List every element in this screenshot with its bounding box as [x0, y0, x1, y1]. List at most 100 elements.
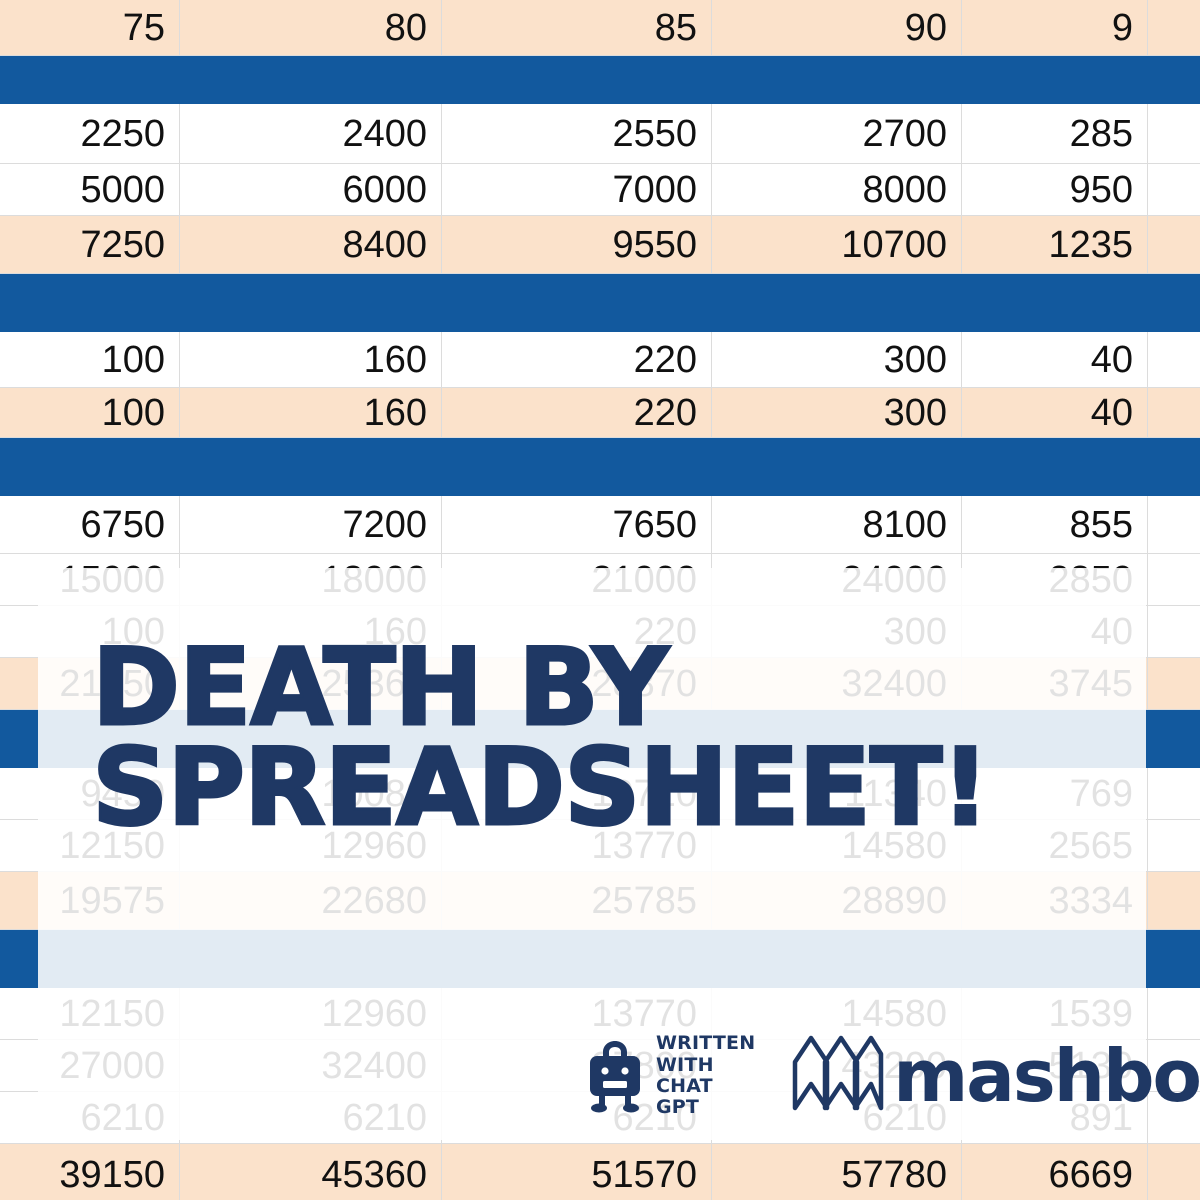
table-cell[interactable]: 90: [712, 0, 962, 55]
table-cell[interactable]: 950: [962, 164, 1148, 215]
table-cell[interactable]: 22680: [180, 872, 442, 929]
table-cell[interactable]: 7000: [442, 164, 712, 215]
table-cell[interactable]: [0, 930, 180, 988]
table-row[interactable]: 100 160 220 300 40: [0, 332, 1200, 388]
table-row[interactable]: 15000 18000 21000 24000 2850: [0, 554, 1200, 606]
table-cell[interactable]: 9: [962, 0, 1148, 55]
table-cell[interactable]: [180, 438, 442, 496]
table-cell[interactable]: [1148, 164, 1200, 215]
table-cell[interactable]: [962, 274, 1148, 332]
table-cell[interactable]: [1148, 820, 1200, 871]
table-cell[interactable]: 2700: [712, 104, 962, 163]
table-cell[interactable]: 2850: [962, 554, 1148, 605]
table-cell[interactable]: 100: [0, 332, 180, 387]
table-cell[interactable]: 8000: [712, 164, 962, 215]
table-cell[interactable]: 19575: [0, 872, 180, 929]
table-cell[interactable]: 6210: [0, 1092, 180, 1143]
table-cell[interactable]: 40: [962, 332, 1148, 387]
table-cell[interactable]: 100: [0, 388, 180, 437]
table-cell[interactable]: [442, 56, 712, 104]
table-cell[interactable]: 75: [0, 0, 180, 55]
table-cell[interactable]: 32400: [180, 1040, 442, 1091]
table-cell[interactable]: [1148, 332, 1200, 387]
table-cell[interactable]: [0, 56, 180, 104]
table-cell[interactable]: 45360: [180, 1144, 442, 1200]
table-cell[interactable]: 300: [712, 332, 962, 387]
table-row[interactable]: 2250 2400 2550 2700 285: [0, 104, 1200, 164]
table-cell[interactable]: 220: [442, 388, 712, 437]
table-cell[interactable]: [442, 930, 712, 988]
table-cell[interactable]: 12150: [0, 988, 180, 1039]
separator-band-row[interactable]: [0, 930, 1200, 988]
table-cell[interactable]: 2250: [0, 104, 180, 163]
table-cell[interactable]: [180, 930, 442, 988]
table-cell[interactable]: 6669: [962, 1144, 1148, 1200]
table-cell[interactable]: [1148, 496, 1200, 553]
table-row[interactable]: 7250 8400 9550 10700 1235: [0, 216, 1200, 274]
table-cell[interactable]: 15000: [0, 554, 180, 605]
table-row[interactable]: 75 80 85 90 9: [0, 0, 1200, 56]
table-cell[interactable]: 7650: [442, 496, 712, 553]
table-cell[interactable]: [0, 274, 180, 332]
table-row[interactable]: 19575 22680 25785 28890 3334: [0, 872, 1200, 930]
table-cell[interactable]: [1148, 0, 1200, 55]
table-cell[interactable]: [962, 56, 1148, 104]
table-row[interactable]: 39150 45360 51570 57780 6669: [0, 1144, 1200, 1200]
table-cell[interactable]: 5000: [0, 164, 180, 215]
table-cell[interactable]: 7200: [180, 496, 442, 553]
table-cell[interactable]: 80: [180, 0, 442, 55]
table-cell[interactable]: [1148, 658, 1200, 709]
separator-band-row[interactable]: [0, 274, 1200, 332]
table-cell[interactable]: [712, 438, 962, 496]
table-cell[interactable]: 21000: [442, 554, 712, 605]
table-cell[interactable]: [712, 930, 962, 988]
table-row[interactable]: 5000 6000 7000 8000 950: [0, 164, 1200, 216]
separator-band-row[interactable]: [0, 438, 1200, 496]
table-cell[interactable]: [712, 56, 962, 104]
table-cell[interactable]: [442, 274, 712, 332]
table-cell[interactable]: 3334: [962, 872, 1148, 929]
table-cell[interactable]: 7250: [0, 216, 180, 273]
separator-band-row[interactable]: [0, 56, 1200, 104]
table-cell[interactable]: 10700: [712, 216, 962, 273]
table-cell[interactable]: 40: [962, 388, 1148, 437]
table-cell[interactable]: [962, 710, 1148, 768]
table-cell[interactable]: 28890: [712, 872, 962, 929]
table-cell[interactable]: 8100: [712, 496, 962, 553]
table-cell[interactable]: [442, 438, 712, 496]
table-cell[interactable]: [1148, 216, 1200, 273]
table-cell[interactable]: 85: [442, 0, 712, 55]
table-row[interactable]: 6750 7200 7650 8100 855: [0, 496, 1200, 554]
table-cell[interactable]: 6750: [0, 496, 180, 553]
table-cell[interactable]: 300: [712, 388, 962, 437]
table-cell[interactable]: 220: [442, 332, 712, 387]
table-cell[interactable]: 6210: [180, 1092, 442, 1143]
table-cell[interactable]: [1148, 388, 1200, 437]
table-cell[interactable]: [180, 274, 442, 332]
table-cell[interactable]: 160: [180, 388, 442, 437]
table-cell[interactable]: [962, 438, 1148, 496]
table-cell[interactable]: [1148, 438, 1200, 496]
table-cell[interactable]: 2400: [180, 104, 442, 163]
table-cell[interactable]: 285: [962, 104, 1148, 163]
table-cell[interactable]: [1148, 554, 1200, 605]
table-cell[interactable]: [712, 274, 962, 332]
table-cell[interactable]: 1235: [962, 216, 1148, 273]
table-cell[interactable]: 18000: [180, 554, 442, 605]
table-cell[interactable]: [1148, 710, 1200, 768]
table-cell[interactable]: 2550: [442, 104, 712, 163]
table-cell[interactable]: 8400: [180, 216, 442, 273]
table-row[interactable]: 100 160 220 300 40: [0, 388, 1200, 438]
table-cell[interactable]: [1148, 274, 1200, 332]
table-cell[interactable]: [1148, 104, 1200, 163]
table-cell[interactable]: [1148, 56, 1200, 104]
table-cell[interactable]: [962, 930, 1148, 988]
table-cell[interactable]: [180, 56, 442, 104]
table-cell[interactable]: [1148, 768, 1200, 819]
table-cell[interactable]: [0, 438, 180, 496]
table-cell[interactable]: 51570: [442, 1144, 712, 1200]
table-cell[interactable]: 9550: [442, 216, 712, 273]
table-cell[interactable]: 12960: [180, 988, 442, 1039]
table-cell[interactable]: [1148, 606, 1200, 657]
